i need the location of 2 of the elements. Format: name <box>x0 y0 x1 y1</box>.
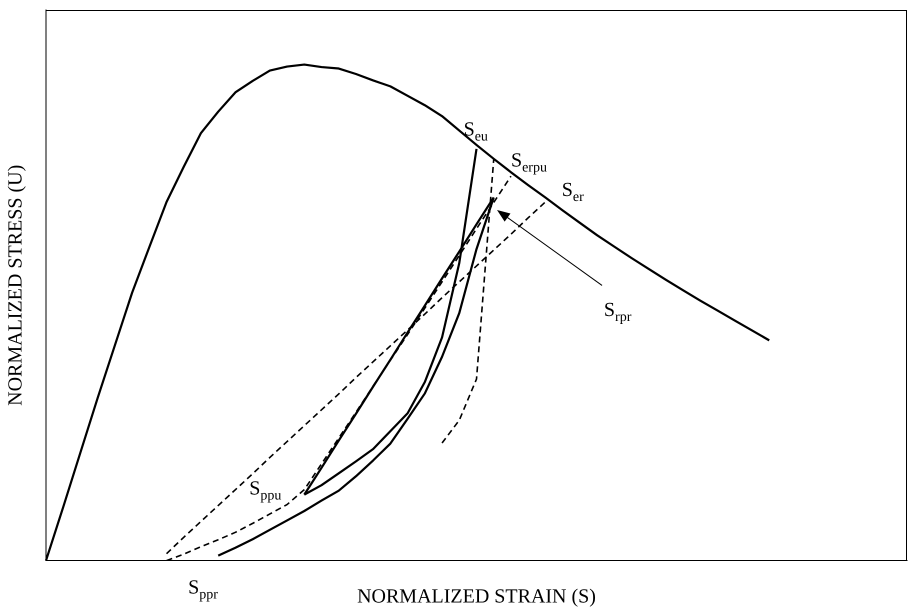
x-axis-title: NORMALIZED STRAIN (S) <box>357 585 596 608</box>
y-axis-title: NORMALIZED STRESS (U) <box>4 164 26 406</box>
